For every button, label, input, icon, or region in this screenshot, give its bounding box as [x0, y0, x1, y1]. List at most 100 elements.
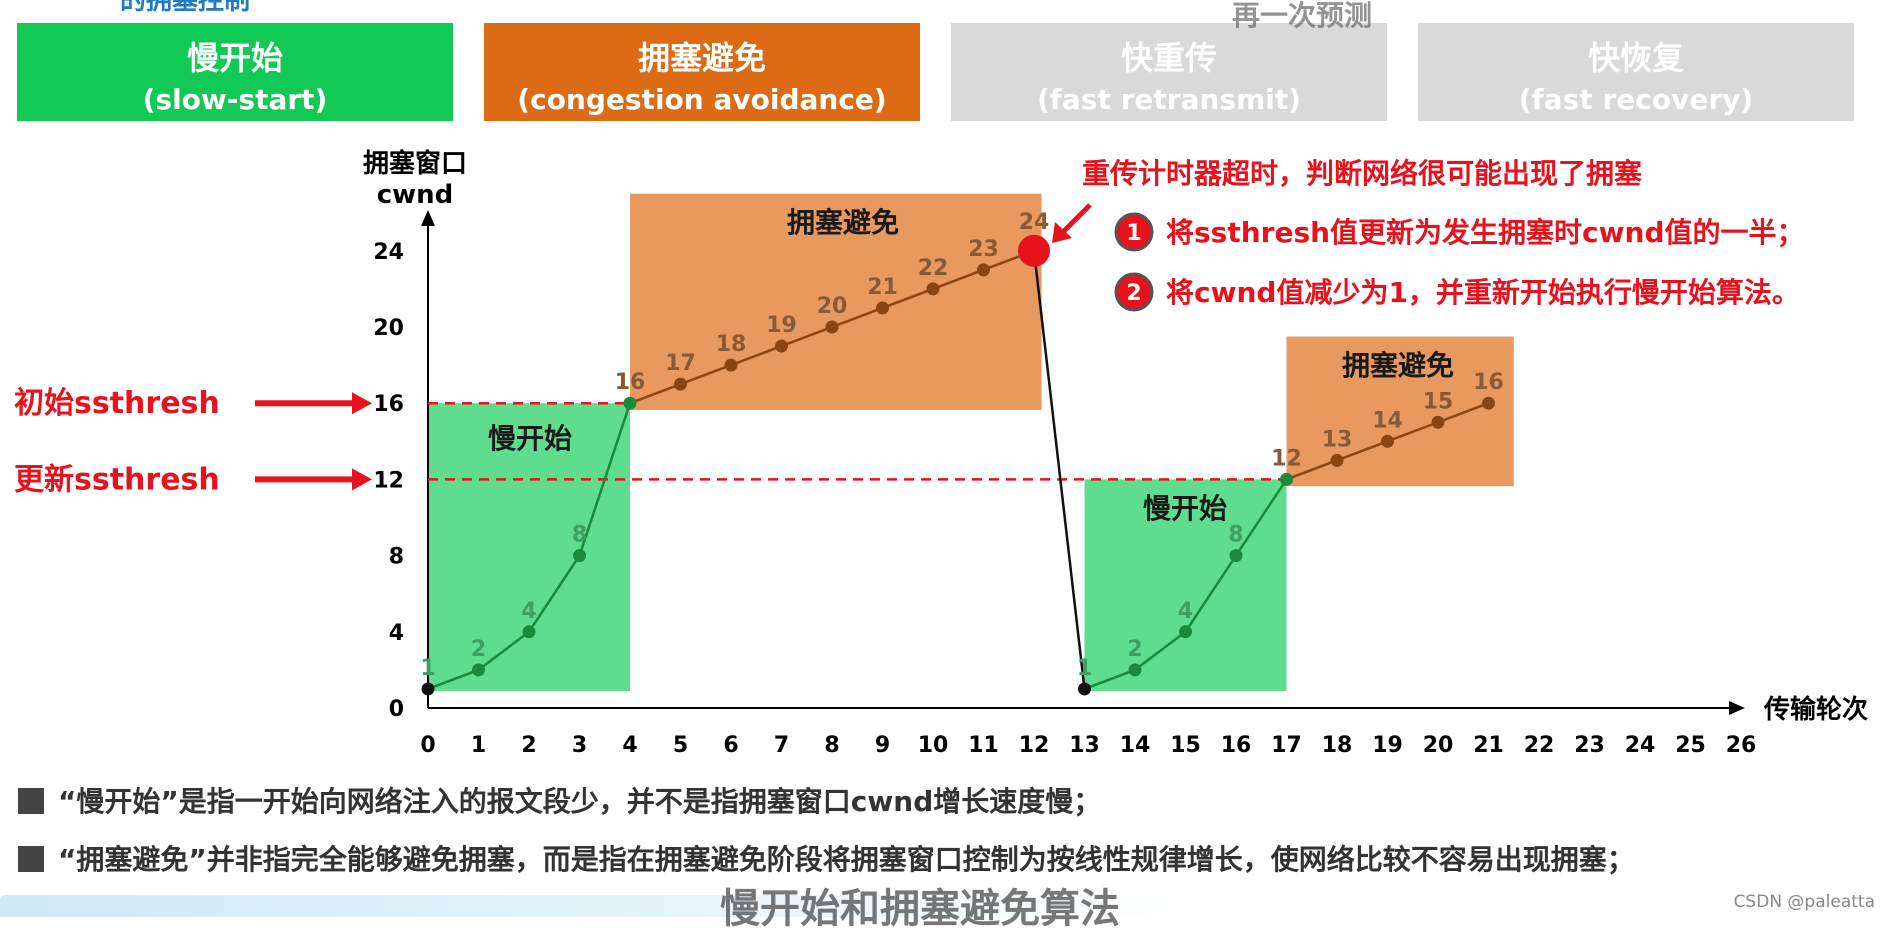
- note-slow-start-text: “慢开始”是指一开始向网络注入的报文段少，并不是指拥塞窗口cwnd增长速度慢；: [58, 785, 1102, 818]
- x-tick-label: 2: [521, 733, 536, 758]
- x-tick-label: 15: [1170, 733, 1201, 758]
- data-point-label: 8: [572, 523, 587, 548]
- region-3: [1286, 336, 1514, 487]
- x-tick-label: 24: [1625, 733, 1656, 758]
- x-tick-label: 10: [918, 733, 949, 758]
- phase-fast-retransmit-zh: 快重传: [1120, 39, 1217, 77]
- data-point: [724, 358, 738, 372]
- timeout-arrow-shaft: [1060, 203, 1092, 235]
- step-text: 将cwnd值减少为1，并重新开始执行慢开始算法。: [1166, 276, 1800, 309]
- data-point: [1280, 472, 1293, 486]
- x-axis-label: 传输轮次: [1763, 694, 1868, 725]
- x-tick-label: 18: [1322, 733, 1353, 758]
- step-number: 2: [1126, 281, 1141, 306]
- x-tick-label: 13: [1069, 733, 1100, 758]
- ssthresh-arrow-icon-0: [352, 392, 372, 415]
- x-tick-label: 3: [572, 733, 587, 758]
- series-segment: [427, 668, 479, 691]
- x-tick-label: 21: [1473, 733, 1504, 758]
- data-point: [623, 396, 637, 410]
- step-text: 将ssthresh值更新为发生拥塞时cwnd值的一半；: [1166, 216, 1805, 249]
- phase-slow-start-zh: 慢开始: [186, 39, 283, 77]
- region-2: [1084, 479, 1287, 691]
- series-segment: [1437, 402, 1489, 424]
- step-number: 1: [1126, 221, 1141, 246]
- x-tick-label: 6: [723, 733, 738, 758]
- y-tick-label: 0: [389, 697, 404, 722]
- series-segment: [882, 287, 934, 310]
- peak-point: [1018, 234, 1050, 267]
- y-tick-label: 8: [389, 545, 404, 570]
- region-label-1: 拥塞避免: [787, 206, 899, 239]
- step-number-badge-icon: [1114, 212, 1154, 252]
- timeout-arrow-icon: [1052, 222, 1072, 243]
- step-number-badge-icon: [1114, 272, 1154, 312]
- phase-fast-recovery-zh: 快恢复: [1587, 39, 1684, 77]
- x-tick-label: 17: [1271, 733, 1302, 758]
- data-point-label: 8: [1228, 523, 1243, 548]
- series-segment: [1134, 630, 1187, 671]
- x-tick-label: 25: [1675, 733, 1706, 758]
- y-tick-label: 12: [373, 468, 404, 493]
- note-congestion-avoidance: “拥塞避免”并非指完全能够避免拥塞，而是指在拥塞避免阶段将拥塞窗口控制为按线性规…: [18, 838, 1635, 878]
- data-point: [674, 377, 687, 391]
- timeout-annotation: 重传计时器超时，判断网络很可能出现了拥塞: [1082, 157, 1642, 190]
- x-tick-label: 0: [420, 733, 435, 758]
- x-tick-label: 9: [875, 733, 890, 758]
- data-point: [775, 339, 788, 353]
- x-tick-label: 22: [1524, 733, 1555, 758]
- data-point-label: 14: [1372, 408, 1403, 433]
- data-point: [522, 625, 536, 639]
- y-axis-label-line1: 拥塞窗口: [363, 148, 467, 179]
- data-point: [1381, 434, 1394, 448]
- series-segment: [831, 306, 883, 329]
- y-tick-label: 20: [373, 316, 404, 341]
- series-segment: [781, 325, 833, 348]
- data-point-label: 21: [867, 275, 898, 300]
- phase-fast-retransmit-en: (fast retransmit): [1036, 83, 1302, 116]
- region-1: [630, 193, 1042, 410]
- x-tick-label: 23: [1574, 733, 1605, 758]
- series-segment: [629, 382, 681, 405]
- series-segment: [1234, 478, 1288, 557]
- phase-fast-recovery: 快恢复 (fast recovery): [1418, 23, 1854, 121]
- x-tick-label: 11: [968, 733, 999, 758]
- series-segment: [1336, 440, 1388, 462]
- data-point-label: 16: [615, 370, 646, 395]
- note-slow-start: “慢开始”是指一开始向网络注入的报文段少，并不是指拥塞窗口cwnd增长速度慢；: [18, 780, 1101, 820]
- series-segment: [932, 268, 984, 291]
- data-point-label: 20: [817, 294, 848, 319]
- series-segment: [578, 402, 632, 556]
- phase-slow-start: 慢开始 (slow-start): [17, 23, 453, 121]
- data-point: [1482, 396, 1495, 410]
- region-label-0: 慢开始: [488, 422, 572, 455]
- ssthresh-label-1: 更新ssthresh: [14, 462, 220, 497]
- series-segment: [1084, 668, 1136, 691]
- x-tick-label: 1: [471, 733, 486, 758]
- x-tick-label: 12: [1019, 733, 1050, 758]
- bullet-square-icon: [18, 788, 44, 814]
- series-segment: [1286, 459, 1338, 481]
- series-segment: [1032, 250, 1086, 690]
- data-point-label: 19: [766, 313, 797, 338]
- data-point-label: 2: [1127, 637, 1142, 662]
- x-tick-label: 26: [1726, 733, 1757, 758]
- phase-congestion-avoidance-en: (congestion avoidance): [517, 83, 887, 116]
- data-point: [876, 301, 889, 315]
- data-point: [421, 682, 435, 696]
- phase-congestion-avoidance-zh: 拥塞避免: [637, 39, 766, 77]
- data-point-label: 18: [716, 332, 747, 357]
- data-point: [1229, 549, 1243, 563]
- y-tick-label: 16: [373, 392, 404, 417]
- data-point: [1179, 625, 1192, 639]
- series-segment: [680, 363, 732, 386]
- data-point: [573, 549, 586, 563]
- data-point-label: 4: [1178, 599, 1193, 624]
- data-point-label: 1: [420, 656, 435, 681]
- data-point: [825, 320, 839, 334]
- data-point-label: 22: [918, 256, 949, 281]
- x-tick-label: 5: [673, 733, 688, 758]
- data-point-label: 2: [471, 637, 486, 662]
- x-tick-label: 7: [774, 733, 789, 758]
